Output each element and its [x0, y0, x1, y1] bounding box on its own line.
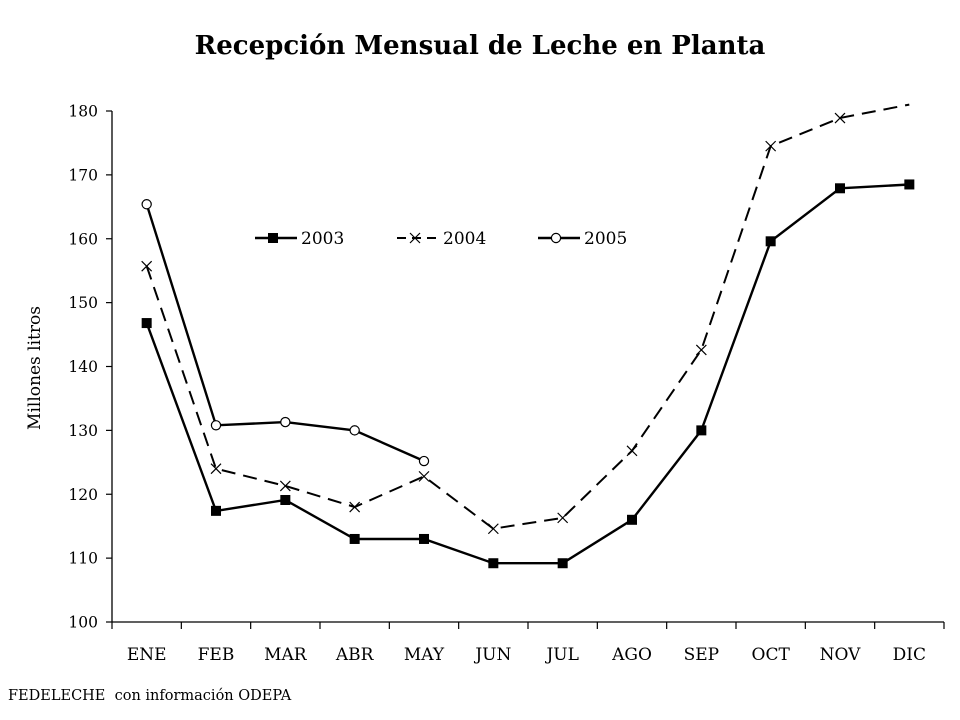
x-tick-label: JUN: [473, 645, 511, 665]
legend-label: 2004: [443, 229, 486, 249]
series-line-2003: [145, 183, 910, 565]
y-tick-label: 100: [68, 614, 98, 632]
y-tick-label: 150: [68, 294, 98, 312]
data-point-2003: [696, 425, 707, 436]
data-point-2004: [141, 260, 153, 272]
data-point-2004: [349, 501, 361, 513]
data-point-2004: [210, 463, 222, 475]
x-tick-label: DIC: [893, 645, 926, 665]
data-point-2003: [280, 494, 291, 505]
chart-title: Recepción Mensual de Leche en Planta: [195, 31, 766, 61]
x-tick-label: FEB: [198, 645, 235, 665]
data-point-2003: [349, 533, 360, 544]
data-point-2003: [557, 558, 568, 569]
x-tick-label: ENE: [127, 645, 167, 665]
x-tick-label: SEP: [684, 645, 720, 665]
data-point-2004: [418, 470, 430, 482]
data-point-2004: [834, 112, 846, 124]
data-point-2003: [419, 533, 429, 544]
data-point-2004: [626, 445, 638, 457]
data-point-2003: [627, 514, 637, 525]
data-point-2005: [280, 416, 291, 428]
data-point-2003: [835, 183, 845, 194]
x-tick-label: MAY: [404, 645, 445, 665]
data-point-2003: [141, 318, 152, 329]
series-line-2004: [145, 103, 910, 530]
data-point-2004: [557, 512, 569, 524]
x-tick-label: OCT: [752, 645, 791, 665]
data-point-2004: [695, 344, 707, 356]
data-point-2003: [904, 179, 915, 190]
y-tick-label: 160: [68, 230, 98, 248]
x-tick-label: ABR: [335, 645, 375, 665]
y-tick-label: 120: [68, 486, 98, 504]
data-point-2004: [487, 523, 499, 535]
legend-label: 2003: [301, 229, 344, 249]
legend-marker-2003: [268, 233, 278, 243]
x-tick-label: NOV: [820, 645, 862, 665]
data-point-2003: [211, 505, 221, 516]
data-point-2005: [141, 199, 152, 210]
y-tick-label: 170: [68, 166, 98, 184]
x-tick-label: MAR: [264, 645, 308, 665]
data-point-2005: [210, 420, 222, 431]
data-point-2005: [418, 455, 430, 467]
data-point-2004: [279, 480, 291, 492]
y-tick-label: 180: [68, 103, 98, 121]
y-tick-label: 140: [68, 358, 98, 376]
legend-label: 2005: [584, 229, 627, 249]
data-point-2005: [349, 425, 360, 436]
data-point-2003: [488, 558, 499, 569]
data-point-2004: [765, 140, 777, 152]
y-tick-label: 130: [68, 422, 98, 440]
plot-area: 100 110 120 130 140 150 160 170 180 ENE FEB MAR ABR M…: [68, 103, 945, 665]
y-axis-label: Millones litros: [25, 306, 45, 430]
source-note: FEDELECHE con información ODEPA: [8, 688, 292, 704]
data-point-2003: [765, 236, 776, 247]
x-tick-label: JUL: [544, 645, 578, 665]
y-tick-label: 110: [68, 550, 98, 568]
x-tick-label: AGO: [611, 645, 652, 665]
legend-marker-2005: [550, 232, 562, 244]
legend-marker-2004: [409, 232, 421, 244]
